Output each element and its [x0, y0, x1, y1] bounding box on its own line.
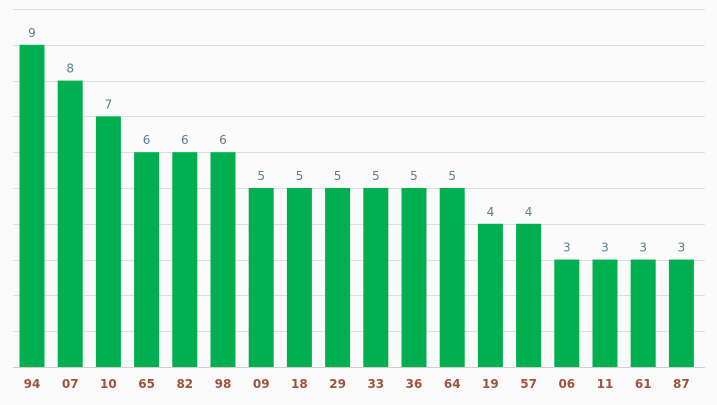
category-label-09: 09 [253, 377, 270, 391]
bar-94 [19, 44, 45, 368]
value-label-36: 5 [410, 169, 418, 183]
category-label-65: 65 [138, 377, 155, 391]
category-label-33: 33 [367, 377, 384, 391]
category-label-94: 94 [24, 377, 41, 391]
bar-19 [477, 223, 503, 367]
category-label-98: 98 [215, 377, 232, 391]
value-label-18: 5 [296, 169, 304, 183]
bar-64 [439, 188, 465, 367]
value-label-07: 8 [66, 62, 74, 76]
bar-65 [134, 152, 160, 367]
category-label-61: 61 [635, 377, 652, 391]
value-label-64: 5 [448, 169, 456, 183]
category-label-36: 36 [406, 377, 423, 391]
value-label-29: 5 [334, 169, 342, 183]
bar-36 [401, 188, 427, 367]
bar-82 [172, 152, 198, 367]
category-labels: 94 07 10 65 82 98 09 18 29 33 36 64 19 57 06 11 61 87 [24, 377, 690, 391]
category-label-82: 82 [176, 377, 193, 391]
bar-33 [363, 188, 389, 367]
value-label-61: 3 [639, 241, 647, 255]
bar-11 [592, 259, 618, 367]
bar-06 [554, 259, 580, 367]
category-label-57: 57 [520, 377, 537, 391]
bar-87 [668, 259, 694, 367]
category-label-19: 19 [482, 377, 499, 391]
bar-07 [57, 80, 83, 367]
value-label-65: 6 [143, 133, 151, 147]
category-label-06: 06 [558, 377, 575, 391]
value-label-11: 3 [601, 241, 609, 255]
bar-29 [325, 188, 351, 367]
value-label-10: 7 [105, 97, 113, 111]
value-label-33: 5 [372, 169, 380, 183]
value-label-06: 3 [563, 241, 571, 255]
category-label-07: 07 [62, 377, 79, 391]
value-label-98: 6 [219, 133, 227, 147]
category-label-18: 18 [291, 377, 308, 391]
value-label-87: 3 [678, 241, 686, 255]
category-label-87: 87 [673, 377, 690, 391]
category-label-64: 64 [444, 377, 461, 391]
category-label-29: 29 [329, 377, 346, 391]
bars [19, 44, 694, 368]
gridlines [13, 9, 705, 368]
value-labels: 9 8 7 6 6 6 5 5 5 5 5 5 4 4 3 3 3 3 [28, 26, 685, 255]
value-label-94: 9 [28, 26, 36, 40]
bar-98 [210, 152, 236, 367]
bar-10 [95, 116, 121, 368]
value-label-19: 4 [487, 205, 495, 219]
category-label-10: 10 [100, 377, 117, 391]
value-label-57: 4 [525, 205, 533, 219]
bar-57 [516, 223, 542, 367]
bar-09 [248, 188, 274, 367]
category-label-11: 11 [597, 377, 614, 391]
value-label-82: 6 [181, 133, 189, 147]
bar-18 [286, 188, 312, 367]
value-label-09: 5 [257, 169, 265, 183]
bar-61 [630, 259, 656, 367]
